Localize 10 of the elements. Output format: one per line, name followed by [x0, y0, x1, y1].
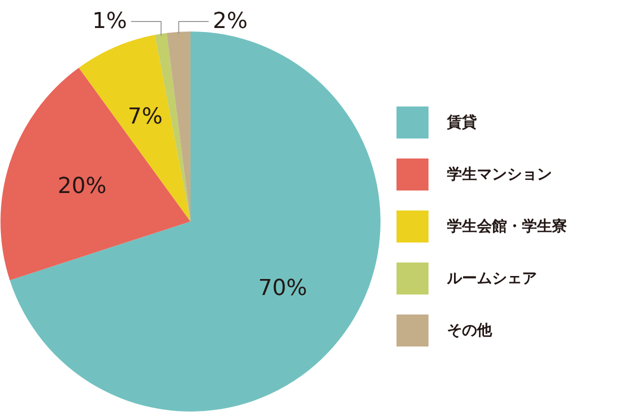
data-label: 2%: [212, 9, 248, 34]
legend-label: その他: [447, 320, 492, 340]
legend-label: 学生会館・学生寮: [447, 216, 567, 236]
data-label: 1%: [92, 9, 128, 34]
data-label: 70%: [258, 276, 308, 302]
data-label: 20%: [58, 174, 107, 199]
data-label: 7%: [128, 104, 163, 130]
legend-label: ルームシェア: [447, 268, 537, 288]
legend-label: 学生マンション: [447, 164, 552, 184]
legend-label: 賃貸: [447, 112, 477, 132]
